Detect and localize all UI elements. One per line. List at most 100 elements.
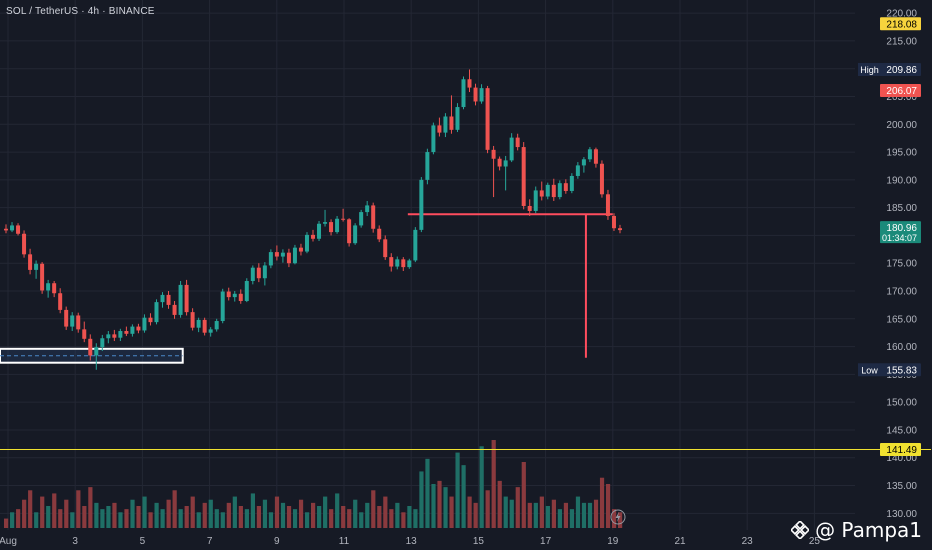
volume-bar: [40, 496, 45, 528]
volume-bar: [100, 509, 105, 528]
symbol-title: SOL / TetherUS · 4h · BINANCE: [6, 6, 155, 17]
candle-body: [533, 190, 538, 211]
candle-body: [28, 254, 33, 270]
candle-body: [130, 326, 135, 334]
candle-body: [311, 234, 315, 239]
time-axis[interactable]: Aug 3 5 7 9 11 13 15 17 19 21 23 25: [0, 536, 820, 547]
volume-bar: [401, 512, 406, 528]
time-tick-label: 9: [274, 536, 280, 547]
candle-body: [160, 294, 165, 303]
volume-bar: [178, 509, 183, 528]
candle-body: [46, 283, 51, 291]
volume-bar: [509, 499, 514, 528]
volume-bar: [485, 490, 490, 528]
volume-bar: [497, 480, 502, 528]
candle-body: [58, 293, 63, 310]
candle-body: [88, 338, 93, 356]
volume-bar: [341, 506, 346, 528]
volume-bar: [449, 496, 454, 528]
volume-bar: [238, 506, 243, 528]
candle-body: [64, 309, 69, 327]
horizontal-lines[interactable]: [0, 213, 931, 450]
candle-body: [539, 190, 544, 197]
volume-bar: [413, 509, 418, 528]
candle-body: [256, 267, 261, 279]
price-tick-label: 165.00: [886, 314, 917, 325]
candle-body: [52, 283, 57, 294]
candle-body: [599, 163, 604, 195]
volume-bar: [311, 502, 316, 528]
lightning-icon[interactable]: [610, 509, 626, 525]
candle-body: [419, 179, 424, 230]
volume-bar: [106, 506, 111, 528]
candle-body: [106, 334, 111, 339]
candle-body: [172, 304, 177, 315]
candle-body: [22, 233, 27, 255]
volume-bar: [371, 490, 376, 528]
volume-bar: [160, 509, 165, 528]
volume-bar: [256, 506, 262, 528]
candle-body: [190, 312, 195, 328]
volume-bar: [262, 499, 268, 528]
candle-body: [503, 160, 508, 167]
time-tick-label: 17: [540, 536, 552, 547]
candle-body: [298, 247, 303, 252]
price-label-value: 206.07: [886, 86, 917, 97]
volume-bar: [359, 512, 364, 528]
volume-bar: [274, 496, 280, 528]
price-label-value: 209.86: [886, 65, 917, 76]
candle-body: [10, 225, 15, 231]
price-label-tag: High: [860, 65, 879, 75]
candle-body: [244, 281, 249, 302]
candle-body: [557, 183, 562, 198]
volume-bar: [605, 484, 611, 528]
candle-body: [521, 147, 526, 206]
volume-bar: [419, 471, 424, 528]
candle-body: [178, 284, 183, 315]
volume-bar: [563, 502, 569, 528]
candle-body: [100, 338, 105, 348]
candle-body: [196, 319, 201, 328]
candle-body: [545, 184, 550, 197]
candle-body: [347, 219, 352, 244]
candle-body: [485, 88, 490, 150]
volume-bar: [280, 502, 286, 528]
volume-bar: [16, 509, 21, 528]
candle-body: [214, 321, 219, 330]
volume-bar: [545, 506, 550, 528]
volume-bar: [317, 506, 322, 528]
volume-bar: [298, 499, 304, 528]
volume-bar: [557, 509, 563, 528]
time-tick-label: 21: [674, 536, 686, 547]
volume-bar: [232, 496, 237, 528]
volume-bar: [154, 502, 159, 528]
volume-bar: [136, 506, 141, 528]
candle-body: [335, 218, 340, 233]
volume-bar: [323, 496, 328, 528]
candle-body: [280, 252, 285, 257]
price-tick-label: 220.00: [886, 9, 917, 20]
candle-body: [413, 229, 418, 261]
candle-body: [292, 247, 297, 264]
price-tick-label: 185.00: [886, 203, 917, 214]
volume-bar: [76, 490, 81, 528]
volume-bar: [190, 496, 195, 528]
price-label-value: 180.96: [886, 223, 917, 234]
candle-body: [124, 331, 129, 334]
price-tick-label: 160.00: [886, 342, 917, 353]
candle-body: [274, 252, 279, 257]
candle-body: [166, 294, 171, 305]
volume-bar: [34, 512, 39, 528]
candle-body: [118, 331, 123, 338]
candle-body: [154, 302, 159, 323]
price-tick-label: 135.00: [886, 481, 917, 492]
candle-body: [136, 326, 141, 331]
volume-bar: [214, 509, 219, 528]
candle-body: [611, 215, 616, 229]
volume-bar: [533, 502, 538, 528]
price-label-tag-box: [858, 363, 881, 377]
volume-bar: [226, 502, 231, 528]
volume-bar: [599, 477, 605, 528]
